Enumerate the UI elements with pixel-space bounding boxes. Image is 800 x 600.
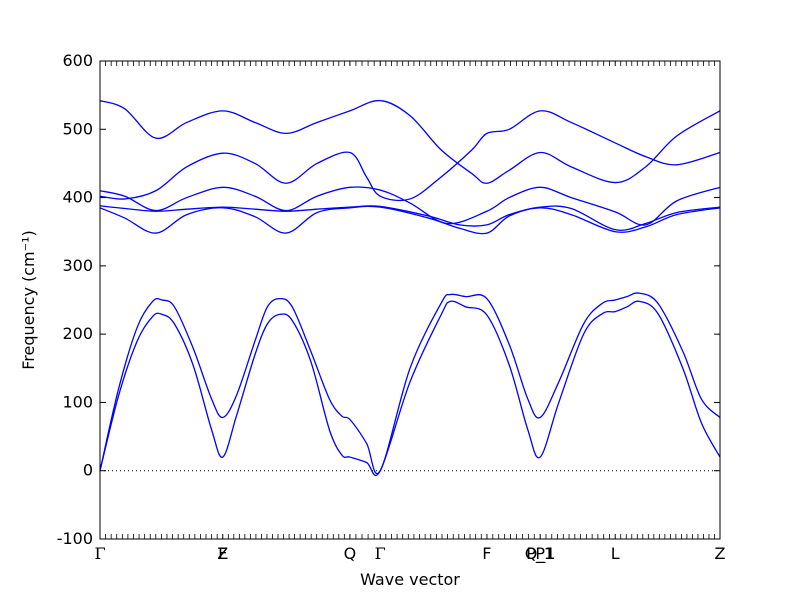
y-tick-labels: -100 0 100 200 300 400 500 600 (57, 51, 93, 548)
y-tick-label: 400 (62, 188, 93, 207)
series-lines (99, 99, 721, 477)
series-line-2 (99, 292, 721, 475)
x-tick-label-5: Γ (375, 544, 386, 563)
x-tick-label-8: P_1 (526, 544, 554, 564)
x-tick-labels: Γ FZ Q Γ F PP_1Q_1 L Z (94, 544, 725, 564)
x-tick-label-1: Γ (94, 544, 105, 563)
axis-ticks (99, 60, 721, 540)
x-tick-label-6: F (482, 544, 491, 563)
y-tick-label: 100 (62, 392, 93, 411)
y-tick-label: -100 (57, 529, 93, 548)
y-tick-label: 200 (62, 324, 93, 343)
series-line-3 (99, 205, 721, 235)
series-line-6 (99, 110, 721, 202)
series-line-4 (99, 205, 721, 231)
y-axis-label: Frequency (cm⁻¹) (19, 230, 38, 369)
x-axis-label: Wave vector (360, 570, 460, 589)
x-tick-label-7: P (535, 544, 545, 563)
plot-frame (99, 60, 721, 540)
series-line-1 (99, 300, 721, 477)
x-tick-label-10: L (611, 544, 620, 563)
x-tick-label-3: Z (217, 544, 228, 563)
x-tick-label-9: Q_1 (525, 544, 556, 564)
y-tick-label: 300 (62, 256, 93, 275)
series-line-7 (99, 99, 721, 184)
series-line-5 (99, 186, 721, 226)
x-tick-label-2: F (218, 544, 227, 563)
y-tick-label: 500 (62, 119, 93, 138)
y-tick-label: 0 (83, 461, 93, 480)
x-tick-label-11: Z (715, 544, 726, 563)
x-tick-label-4: Q (344, 544, 357, 563)
y-tick-label: 600 (62, 51, 93, 70)
